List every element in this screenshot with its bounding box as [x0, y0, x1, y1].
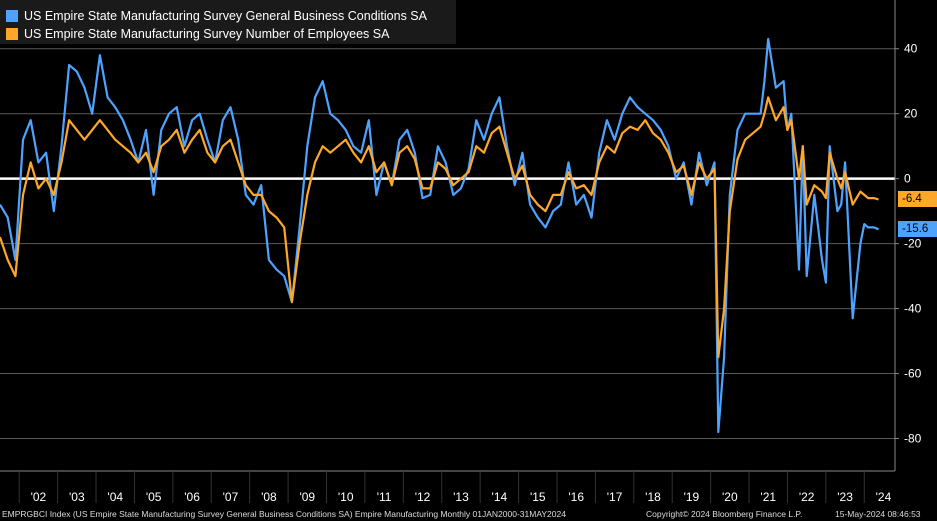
x-tick-label: '08 [261, 490, 277, 504]
x-tick-label: '04 [107, 490, 123, 504]
y-tick-label: 20 [904, 107, 918, 121]
x-tick-label: '09 [299, 490, 315, 504]
legend-swatch-orange [6, 28, 18, 40]
legend-item-number-of-employees: US Empire State Manufacturing Survey Num… [6, 26, 389, 42]
legend-swatch-blue [6, 10, 18, 22]
chart-legend: US Empire State Manufacturing Survey Gen… [0, 0, 456, 44]
x-tick-label: '23 [837, 490, 853, 504]
y-tick-label: 40 [904, 42, 918, 56]
last-value-tag-blue: -15.6 [898, 221, 937, 238]
footer-ticker-description: EMPRGBCI Index (US Empire State Manufact… [2, 509, 566, 519]
x-tick-label: '10 [338, 490, 354, 504]
legend-item-general-business-conditions: US Empire State Manufacturing Survey Gen… [6, 8, 427, 24]
last-value-tag-orange: -6.4 [898, 191, 937, 208]
series-line-number-of-employees [0, 96, 879, 359]
x-tick-label: '07 [223, 490, 239, 504]
legend-label: US Empire State Manufacturing Survey Num… [24, 27, 390, 41]
x-tick-label: '24 [876, 490, 892, 504]
y-tick-label: -40 [904, 302, 922, 316]
x-tick-label: '20 [722, 490, 738, 504]
x-tick-label: '21 [760, 490, 776, 504]
gridlines [0, 48, 895, 440]
chart-footer: EMPRGBCI Index (US Empire State Manufact… [0, 507, 937, 521]
x-tick-label: '19 [684, 490, 700, 504]
series-lines [0, 37, 879, 434]
y-tick-label: -20 [904, 237, 922, 251]
axes: 40 20 0 -20 -40 -60 -80 '02 '03 '04 '05 '06 '07 '08 '0… [0, 0, 922, 504]
x-tick-label: '02 [31, 490, 47, 504]
x-tick-label: '12 [415, 490, 431, 504]
x-tick-label: '05 [146, 490, 162, 504]
series-line-general-business-conditions [0, 37, 879, 434]
legend-label: US Empire State Manufacturing Survey Gen… [24, 9, 427, 23]
x-tick-label: '15 [530, 490, 546, 504]
x-tick-label: '11 [377, 490, 392, 504]
x-tick-label: '14 [492, 490, 508, 504]
x-tick-label: '17 [607, 490, 623, 504]
x-tick-label: '03 [69, 490, 85, 504]
footer-timestamp: 15-May-2024 08:46:53 [835, 509, 921, 519]
y-tick-label: 0 [904, 172, 911, 186]
x-tick-label: '18 [645, 490, 661, 504]
x-tick-label: '16 [568, 490, 584, 504]
y-tick-label: -60 [904, 367, 922, 381]
x-tick-label: '06 [184, 490, 200, 504]
y-tick-label: -80 [904, 432, 922, 446]
footer-copyright: Copyright© 2024 Bloomberg Finance L.P. [646, 509, 803, 519]
x-tick-label: '13 [453, 490, 469, 504]
x-tick-label: '22 [799, 490, 815, 504]
